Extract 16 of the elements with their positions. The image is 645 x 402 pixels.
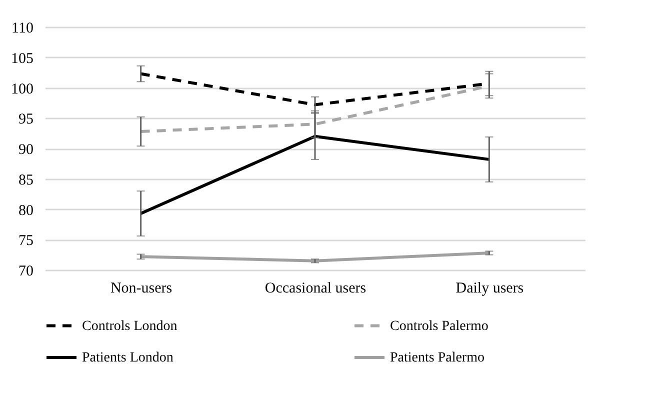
y-tick-label: 70 xyxy=(18,264,34,280)
y-tick-label: 100 xyxy=(11,81,34,98)
y-tick-label: 105 xyxy=(11,50,34,67)
y-tick-label: 80 xyxy=(18,202,34,219)
y-tick-label: 85 xyxy=(18,172,34,188)
x-tick-label: Daily users xyxy=(456,280,524,296)
y-tick-label: 90 xyxy=(18,142,34,158)
x-tick-label: Occasional users xyxy=(264,280,366,296)
legend-label: Patients London xyxy=(82,350,174,366)
legend-label: Controls London xyxy=(82,318,178,334)
y-tick-label: 75 xyxy=(18,233,34,250)
legend-label: Controls Palermo xyxy=(390,318,488,334)
x-tick-label: Non-users xyxy=(110,280,172,296)
y-tick-label: 95 xyxy=(18,112,34,128)
legend-label: Patients Palermo xyxy=(390,350,484,366)
y-tick-label: 110 xyxy=(12,20,34,36)
